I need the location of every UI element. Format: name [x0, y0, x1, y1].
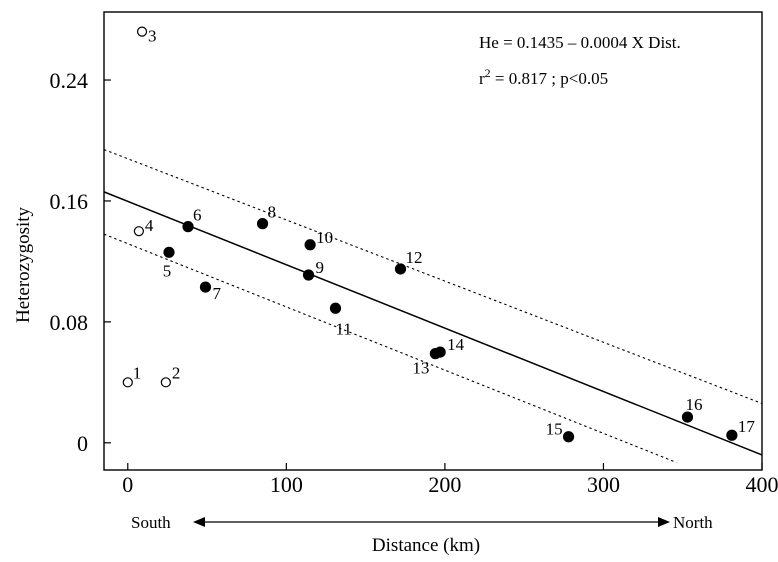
point-label-9: 9 [316, 258, 325, 277]
direction-arrow-head-right [658, 517, 670, 527]
point-10 [304, 239, 316, 251]
direction-south-label: South [131, 513, 171, 532]
x-tick-label: 0 [122, 472, 133, 497]
direction-north-label: North [673, 513, 713, 532]
point-16 [681, 411, 694, 423]
point-12 [394, 263, 407, 275]
x-tick-label: 300 [587, 472, 620, 497]
point-label-5: 5 [163, 261, 172, 280]
regression-equation: He = 0.1435 – 0.0004 X Dist. [479, 33, 681, 52]
regression-line [103, 191, 763, 456]
point-4 [133, 226, 144, 237]
direction-arrow [193, 517, 670, 527]
point-8 [256, 218, 269, 230]
point-label-12: 12 [405, 248, 422, 267]
axis-ticks: 0 100 200 300 400 0 0.08 0.16 0.24 [50, 68, 778, 497]
r2-exponent: 2 [485, 66, 491, 80]
x-axis-label: Distance (km) [372, 535, 480, 556]
point-label-6: 6 [193, 206, 202, 225]
point-15 [562, 431, 575, 443]
point-label-17: 17 [738, 417, 756, 436]
point-7 [199, 281, 212, 293]
point-label-2: 2 [172, 363, 181, 382]
data-points [122, 26, 738, 443]
y-tick-label: 0.16 [50, 189, 89, 214]
point-label-16: 16 [685, 395, 702, 414]
point-1 [122, 377, 133, 388]
direction-arrow-head-left [193, 517, 205, 527]
point-5 [163, 246, 175, 258]
point-label-8: 8 [268, 203, 277, 222]
r2-rest: = 0.817 ; p<0.05 [491, 69, 608, 88]
y-tick-label: 0.08 [50, 310, 89, 335]
point-9 [302, 269, 315, 281]
point-2 [160, 377, 171, 388]
y-tick-label: 0 [77, 431, 88, 456]
point-label-13: 13 [412, 359, 429, 378]
x-tick-label: 200 [428, 472, 461, 497]
regression-stats: r2 = 0.817 ; p<0.05 [479, 66, 608, 88]
point-label-4: 4 [145, 216, 154, 235]
point-label-10: 10 [316, 228, 333, 247]
point-label-7: 7 [212, 284, 221, 303]
y-axis-label: Heterozygosity [13, 206, 34, 323]
point-label-11: 11 [335, 319, 351, 338]
x-tick-label: 100 [270, 472, 303, 497]
confidence-band-upper [103, 149, 763, 405]
x-tick-label: 400 [746, 472, 778, 497]
point-label-14: 14 [447, 335, 465, 354]
point-label-1: 1 [133, 363, 142, 382]
point-17 [726, 429, 738, 441]
point-label-3: 3 [148, 27, 157, 46]
plot-frame [103, 11, 763, 471]
confidence-band-lower [103, 233, 677, 463]
point-3 [136, 26, 148, 37]
regression-lines [103, 149, 763, 463]
point-6 [182, 221, 194, 233]
r2-prefix: r [479, 69, 485, 88]
point-14 [434, 346, 446, 358]
y-tick-label: 0.24 [50, 68, 89, 93]
point-11 [329, 302, 342, 314]
point-label-15: 15 [546, 420, 563, 439]
